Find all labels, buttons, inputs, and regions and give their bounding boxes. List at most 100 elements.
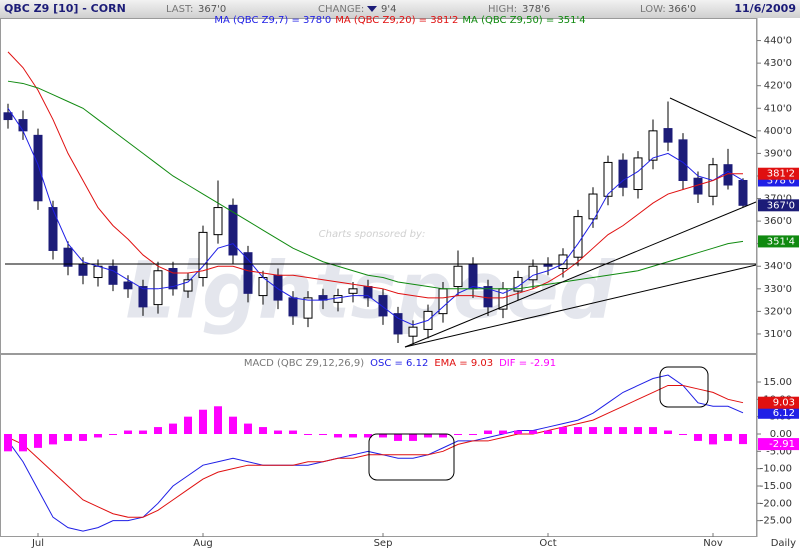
candle-body [333,295,343,303]
histogram-bar [739,434,747,445]
high-label: HIGH: [488,4,517,15]
candle-body [213,207,223,236]
y-tick-label: 420'0 [764,81,792,92]
macd-legend: MACD (QBC Z9,12,26,9) OSC = 6.12 EMA = 9.0… [244,358,556,369]
histogram-bar [274,430,282,434]
candle-body [63,247,73,267]
candle-body [663,128,673,143]
y-tick-label: -15.00 [760,481,792,492]
candle-body [348,288,358,294]
histogram-bar [49,434,57,445]
candle-body [513,277,523,292]
candle-body [378,295,388,317]
histogram-bar [634,427,642,434]
candle-body [198,231,208,279]
histogram-bar [199,409,207,434]
candle-body [123,281,133,290]
histogram-bar [724,434,732,441]
histogram-bar [499,430,507,434]
histogram-bar [394,434,402,441]
down-arrow [367,6,377,12]
candle-body [408,326,418,337]
histogram-bar [409,434,417,441]
histogram-bar [4,434,12,452]
date: 11/6/2009 [734,2,796,15]
candle-body [588,193,598,220]
candle-body [138,286,148,308]
legend-entry: OSC = 6.12 [370,358,428,369]
candle-body [528,265,538,281]
histogram-bar [679,434,687,435]
last-flag-bg [758,199,799,212]
candle-body [18,119,28,132]
y-tick-label: 400'0 [764,126,792,137]
x-tick-label: Jul [31,538,44,549]
candle-body [453,265,463,288]
histogram-bar [334,434,342,438]
candle-body [648,130,658,161]
legend-entry: DIF = -2.91 [499,358,556,369]
change-value: 9'4 [381,4,396,15]
x-tick-label: Aug [193,538,213,549]
histogram-bar [94,434,102,438]
y-tick-label: 310'0 [764,329,792,340]
last-value: 367'0 [198,4,226,15]
histogram-bar [289,430,297,434]
macd-flag: 9.03 [773,398,795,409]
low-label: LOW: [640,4,666,15]
low-value: 366'0 [668,4,696,15]
trend-line [404,264,757,348]
ma-line [7,80,744,290]
highlight-box [659,366,709,408]
ma-flag-bg [758,167,799,180]
y-tick-label: 390'0 [764,148,792,159]
histogram-bar [259,427,267,434]
candle-body [228,204,238,256]
macd-flag: 6.12 [773,408,795,419]
symbol: QBC Z9 [10] - CORN [4,2,126,15]
legend-entry: MA (QBC Z9,50) = 351'4 [462,15,585,26]
histogram-bar [79,434,87,441]
histogram-bar [619,427,627,434]
candle-body [3,112,13,121]
histogram-bar [469,434,477,435]
histogram-bar [529,430,537,434]
histogram-bar [34,434,42,448]
histogram-bar [169,423,177,434]
trend-line [669,97,757,139]
histogram-bar [304,434,312,435]
y-tick-label: 15.00 [763,377,792,388]
histogram-bar [544,430,552,434]
legend-entry: MA (QBC Z9,20) = 381'2 [335,15,458,26]
ma-line [7,107,744,326]
histogram-bar [154,427,162,434]
histogram-bar [124,430,132,434]
histogram-bar [589,427,597,434]
trend-lines [5,97,757,348]
legend: MA (QBC Z9,7) = 378'0 MA (QBC Z9,20) = 38… [214,15,585,26]
macd-line [7,384,744,518]
last-label: LAST: [166,4,193,15]
histogram-bar [709,434,717,445]
candle-body [468,263,478,290]
histogram-bar [664,430,672,434]
y-tick-label: 0.00 [770,429,792,440]
candle-body [48,207,58,251]
candle-body [393,313,403,335]
candle-body [288,297,298,317]
x-tick-label: Nov [703,538,723,549]
candle-body [93,265,103,279]
macd-line [7,374,744,532]
ma-line [7,51,743,299]
legend-entry: MA (QBC Z9,7) = 378'0 [214,15,331,26]
candle-body [153,270,163,306]
histogram-bar [574,427,582,434]
ma-flag: 351'4 [767,236,795,247]
histogram-bar [349,434,357,438]
ma-flag: 378'0 [767,175,795,186]
y-tick-label: -10.00 [760,464,792,475]
histogram-bar [559,427,567,434]
histogram-bar [139,430,147,434]
